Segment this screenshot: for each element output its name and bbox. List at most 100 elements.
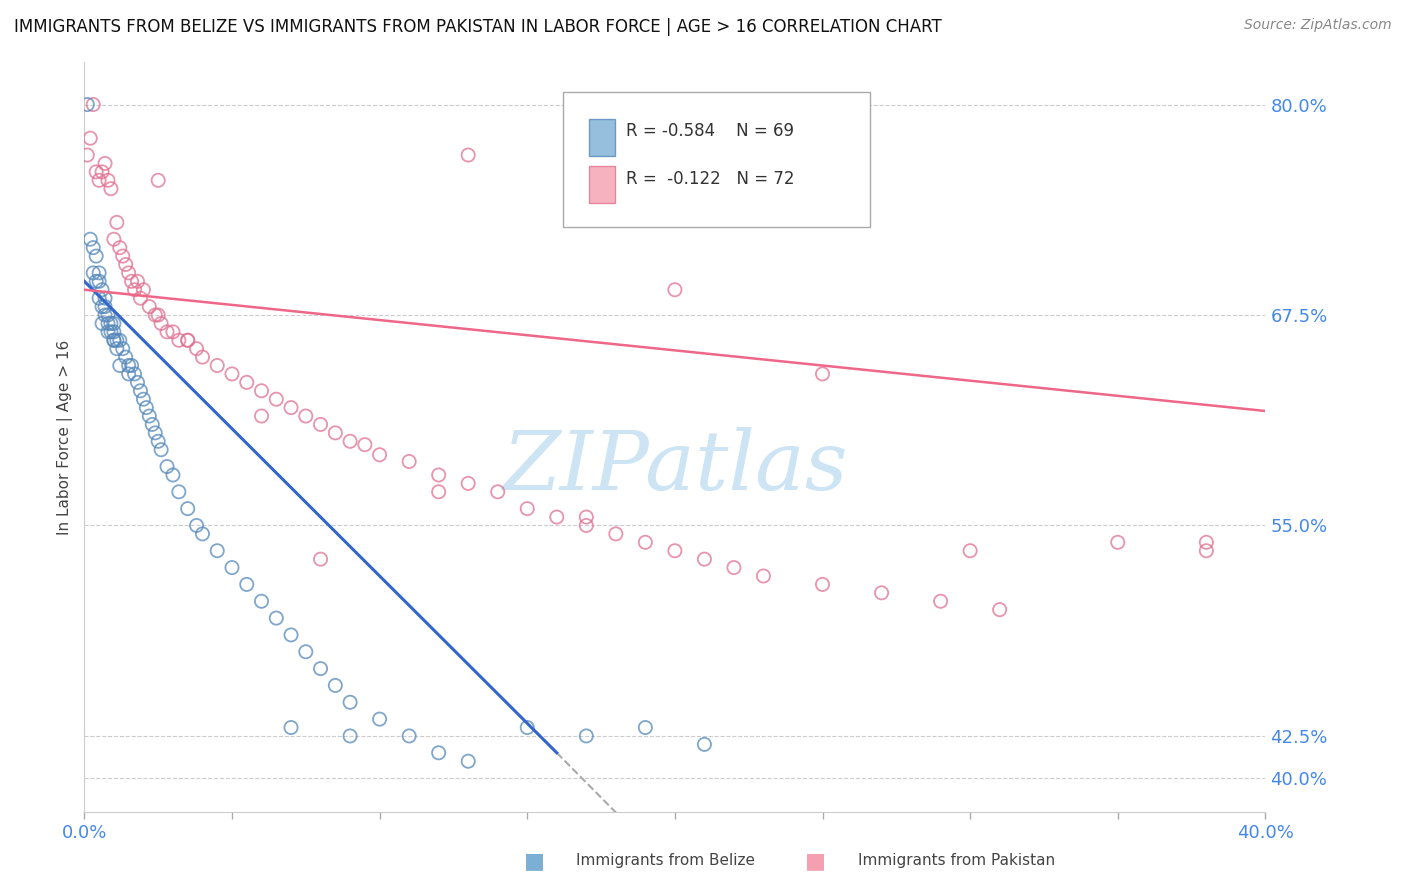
Point [79, 232, 101, 246]
Point [266, 392, 288, 407]
Point [162, 325, 184, 339]
Point [427, 467, 450, 482]
Point [309, 417, 332, 432]
Point [76, 148, 98, 162]
Point [118, 367, 141, 381]
Point [191, 350, 214, 364]
Point [103, 325, 125, 339]
Point [339, 434, 361, 449]
Point [605, 527, 627, 541]
Point [427, 484, 450, 499]
Text: R = -0.584    N = 69: R = -0.584 N = 69 [627, 122, 794, 140]
Point [295, 409, 318, 423]
Point [103, 232, 125, 246]
Point [114, 258, 136, 272]
Point [177, 333, 200, 347]
Point [103, 333, 125, 347]
FancyBboxPatch shape [589, 166, 614, 203]
Point [129, 291, 152, 305]
Point [752, 569, 775, 583]
Point [111, 342, 134, 356]
Point [91, 283, 114, 297]
Text: Immigrants from Pakistan: Immigrants from Pakistan [858, 854, 1054, 868]
Point [634, 535, 657, 549]
Point [114, 350, 136, 364]
Point [148, 308, 170, 322]
Point [84, 249, 107, 263]
Point [111, 249, 134, 263]
Point [82, 241, 104, 255]
Point [141, 417, 163, 432]
Point [207, 359, 229, 373]
Point [339, 695, 361, 709]
Text: IMMIGRANTS FROM BELIZE VS IMMIGRANTS FROM PAKISTAN IN LABOR FORCE | AGE > 16 COR: IMMIGRANTS FROM BELIZE VS IMMIGRANTS FRO… [14, 18, 942, 36]
Text: ■: ■ [524, 851, 544, 871]
Point [516, 721, 538, 735]
Point [108, 333, 131, 347]
Point [693, 737, 716, 751]
Point [575, 729, 598, 743]
Point [723, 560, 745, 574]
Point [177, 501, 200, 516]
Point [207, 543, 229, 558]
Point [79, 131, 101, 145]
Text: Immigrants from Belize: Immigrants from Belize [576, 854, 755, 868]
Point [127, 376, 149, 390]
Point [97, 173, 120, 187]
Point [156, 459, 179, 474]
Point [118, 359, 141, 373]
Point [94, 291, 117, 305]
Point [280, 401, 302, 415]
FancyBboxPatch shape [562, 93, 870, 227]
Point [121, 359, 143, 373]
FancyBboxPatch shape [589, 119, 614, 156]
Point [811, 367, 834, 381]
Point [664, 283, 686, 297]
Point [91, 300, 114, 314]
Y-axis label: In Labor Force | Age > 16: In Labor Force | Age > 16 [58, 340, 73, 534]
Text: ZIPatlas: ZIPatlas [502, 427, 848, 507]
Point [325, 678, 347, 692]
Point [105, 333, 128, 347]
Point [148, 173, 170, 187]
Point [105, 215, 128, 229]
Point [97, 308, 120, 322]
Point [186, 518, 208, 533]
Point [124, 367, 146, 381]
Point [82, 97, 104, 112]
Point [91, 317, 114, 331]
Point [132, 392, 155, 407]
Point [634, 721, 657, 735]
Point [100, 182, 122, 196]
Point [368, 712, 391, 726]
Point [177, 333, 200, 347]
Point [143, 425, 166, 440]
Point [135, 401, 157, 415]
Point [368, 448, 391, 462]
Point [988, 602, 1011, 616]
Point [486, 484, 509, 499]
Point [339, 729, 361, 743]
Point [250, 409, 273, 423]
Point [94, 300, 117, 314]
Point [959, 543, 981, 558]
Point [108, 241, 131, 255]
Point [100, 317, 122, 331]
Point [82, 266, 104, 280]
Point [76, 97, 98, 112]
Point [457, 476, 479, 491]
Point [138, 300, 160, 314]
Point [575, 518, 598, 533]
Point [1195, 535, 1218, 549]
Point [457, 754, 479, 768]
Point [118, 266, 141, 280]
Point [221, 560, 243, 574]
Point [250, 384, 273, 398]
Point [127, 274, 149, 288]
Point [280, 721, 302, 735]
Point [103, 317, 125, 331]
Point [162, 467, 184, 482]
Point [457, 148, 479, 162]
Point [266, 611, 288, 625]
Point [87, 291, 111, 305]
